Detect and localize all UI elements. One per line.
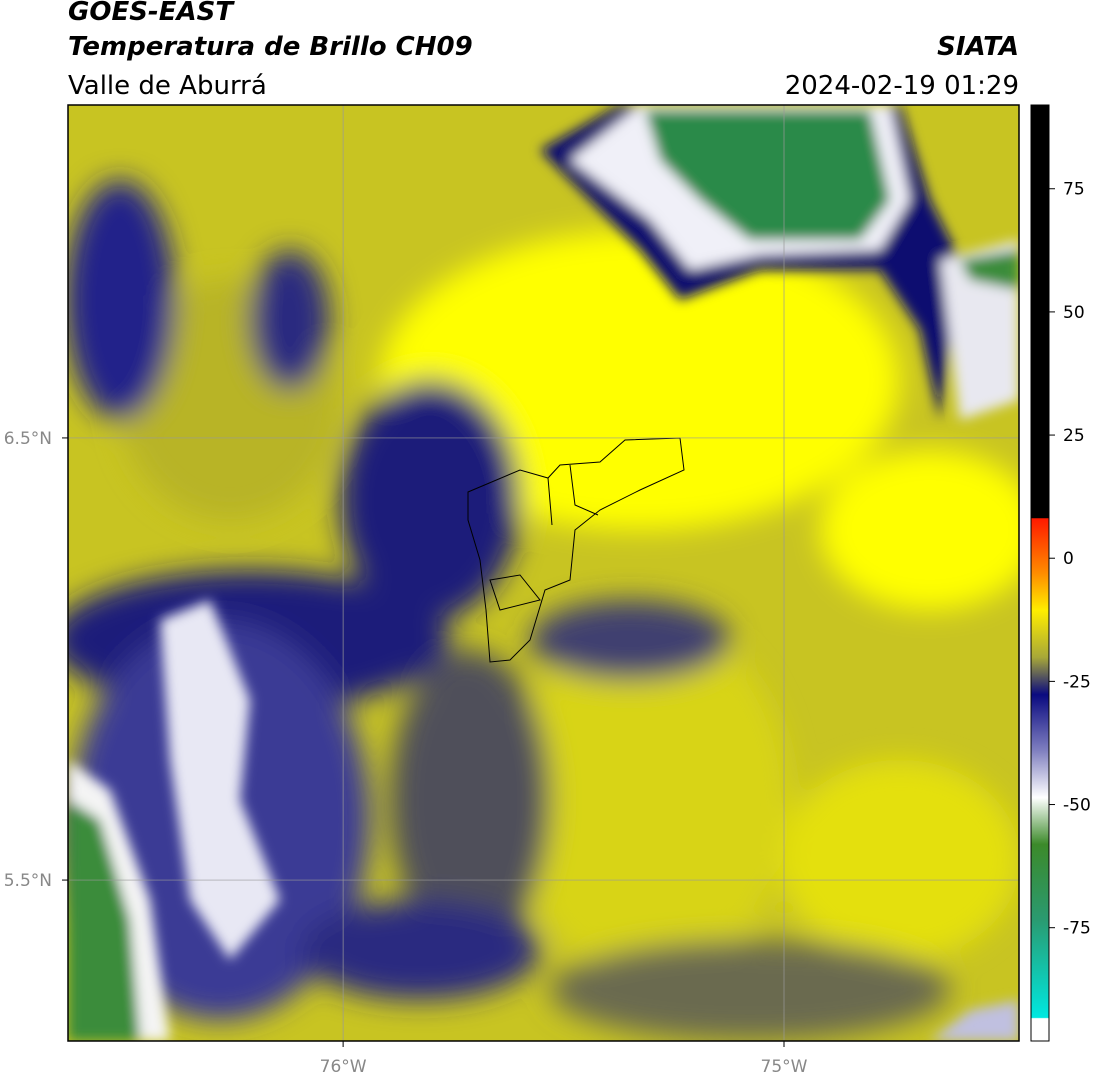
- colorbar-tick-label: -75: [1063, 919, 1091, 939]
- title: GOES-EAST: [68, 0, 235, 27]
- region: Valle de Aburrá: [68, 71, 267, 101]
- lat-label: 5.5°N: [4, 871, 52, 891]
- colorbar-tick-label: 0: [1063, 549, 1074, 569]
- map-frame: [67, 104, 1020, 1042]
- colorbar-tick-label: 50: [1063, 303, 1085, 323]
- lon-label: 75°W: [761, 1057, 808, 1077]
- source: SIATA: [937, 32, 1019, 62]
- colorbar-tick-label: -50: [1063, 796, 1091, 816]
- colorbar: [1030, 104, 1050, 1042]
- lon-label: 76°W: [320, 1057, 367, 1077]
- gridlines: [68, 105, 1019, 1041]
- datetime: 2024-02-19 01:29: [785, 71, 1019, 101]
- colorbar-tick-label: 75: [1063, 180, 1085, 200]
- colorbar-tick-label: 25: [1063, 426, 1085, 446]
- subtitle: Temperatura de Brillo CH09: [68, 32, 473, 62]
- lat-label: 6.5°N: [4, 429, 52, 449]
- colorbar-tick-label: -25: [1063, 672, 1091, 692]
- satellite-image: [68, 105, 1019, 1041]
- valley-outline: [467, 437, 685, 663]
